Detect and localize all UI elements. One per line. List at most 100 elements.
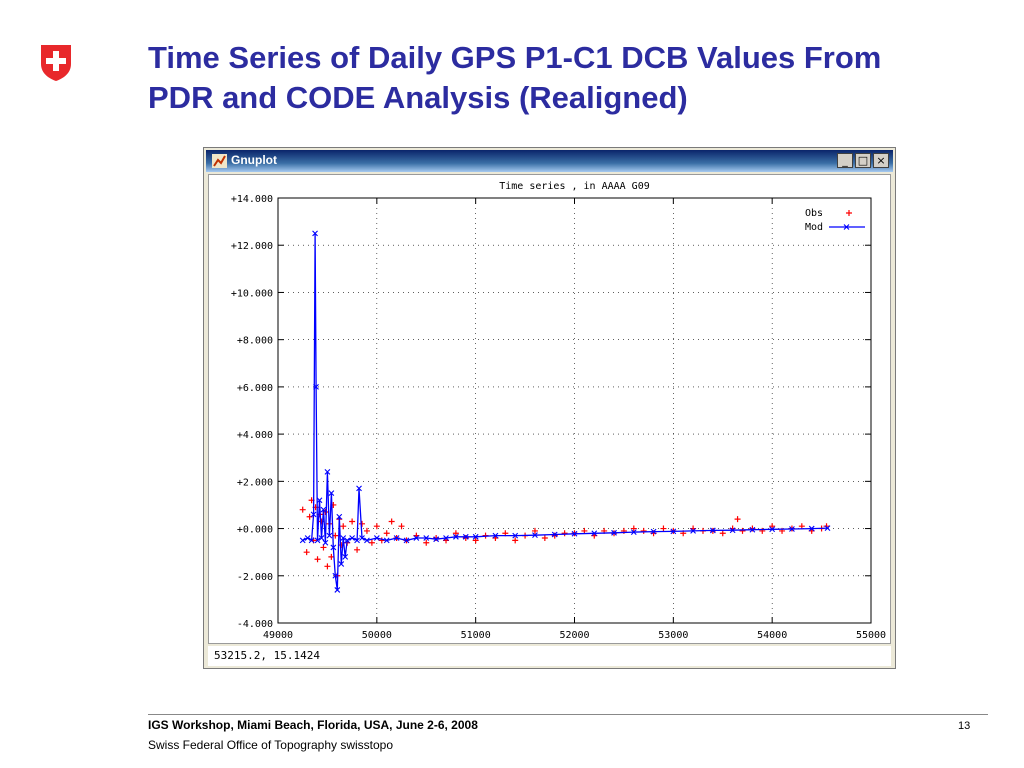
mod-point xyxy=(308,537,315,544)
mod-point xyxy=(313,384,319,390)
y-tick-label: +4.000 xyxy=(237,430,273,441)
plot-frame xyxy=(277,197,872,624)
obs-point xyxy=(630,525,637,532)
obs-point xyxy=(561,530,568,537)
slide-title: Time Series of Daily GPS P1-C1 DCB Value… xyxy=(148,38,998,118)
x-tick-label: 52000 xyxy=(559,630,589,641)
mod-point xyxy=(433,536,440,543)
mod-point xyxy=(344,537,351,544)
y-tick-label: +14.000 xyxy=(231,194,273,205)
chart-title: Time series , in AAAA G09 xyxy=(499,181,650,192)
mod-point xyxy=(326,532,333,539)
mod-point xyxy=(334,587,341,593)
obs-point xyxy=(383,530,390,537)
mod-point xyxy=(312,230,318,237)
y-tick-label: +10.000 xyxy=(231,288,273,299)
obs-point xyxy=(719,530,726,537)
mod-point xyxy=(332,572,339,579)
mod-point xyxy=(512,532,519,539)
mod-point xyxy=(299,537,306,544)
mod-point xyxy=(324,469,331,475)
legend-marker-mod xyxy=(843,224,850,230)
footer-event: IGS Workshop, Miami Beach, Florida, USA,… xyxy=(148,718,478,732)
obs-point xyxy=(340,523,347,530)
gnuplot-window[interactable]: Gnuplot _ □ × 49000 50000 51000 52000 53000 5… xyxy=(203,147,896,669)
obs-point xyxy=(299,506,306,513)
slide-title-line-1: Time Series of Daily GPS P1-C1 DCB Value… xyxy=(148,40,882,75)
x-tick-label: 50000 xyxy=(362,630,392,641)
obs-point xyxy=(472,537,479,544)
mod-point xyxy=(670,528,677,535)
obs-point xyxy=(378,537,385,544)
obs-point xyxy=(452,530,459,537)
obs-point xyxy=(531,527,538,534)
mod-point xyxy=(338,561,345,567)
x-tick-label: 51000 xyxy=(461,630,491,641)
obs-point xyxy=(324,563,331,570)
mod-point xyxy=(690,528,696,534)
plot-area[interactable]: 49000 50000 51000 52000 53000 54000 55000 -4.00… xyxy=(208,174,891,644)
obs-point xyxy=(368,539,375,546)
mod-point xyxy=(383,537,390,544)
y-tick-label: +2.000 xyxy=(237,477,273,488)
minimize-button[interactable]: _ xyxy=(837,153,853,168)
mod-point xyxy=(342,554,349,560)
mod-point xyxy=(789,526,795,532)
mod-point xyxy=(340,535,347,541)
mod-point xyxy=(492,532,499,539)
mod-point xyxy=(403,537,410,544)
mod-point xyxy=(318,535,325,541)
mod-point xyxy=(769,526,776,533)
x-tick-label: 49000 xyxy=(263,630,293,641)
obs-point xyxy=(739,527,746,534)
obs-point xyxy=(660,525,667,532)
mod-point xyxy=(322,539,329,546)
footer-divider xyxy=(148,714,988,715)
y-tick-label: +0.000 xyxy=(237,525,273,536)
obs-point xyxy=(318,518,325,525)
window-titlebar[interactable]: Gnuplot _ □ × xyxy=(206,150,893,172)
gnuplot-icon xyxy=(212,154,227,168)
chart: 49000 50000 51000 52000 53000 54000 55000 -4.00… xyxy=(231,181,886,641)
mod-point xyxy=(359,535,365,541)
mod-point xyxy=(364,537,370,544)
obs-point xyxy=(541,535,548,541)
mod-point xyxy=(551,531,558,538)
obs-point xyxy=(398,523,405,530)
close-button[interactable]: × xyxy=(873,153,889,168)
mod-point xyxy=(330,544,337,551)
obs-point xyxy=(433,535,440,541)
mod-point xyxy=(630,529,637,535)
obs-point xyxy=(354,546,361,553)
x-tick-label: 54000 xyxy=(757,630,787,641)
mod-point xyxy=(462,533,469,540)
obs-point xyxy=(749,525,756,532)
obs-point xyxy=(512,537,519,544)
obs-point xyxy=(363,527,370,534)
obs-point xyxy=(303,549,310,556)
obs-point xyxy=(373,523,380,530)
mod-series-line xyxy=(302,233,828,590)
mod-point xyxy=(824,525,831,531)
x-tick-label: 53000 xyxy=(658,630,688,641)
maximize-button[interactable]: □ xyxy=(855,153,871,168)
page-number: 13 xyxy=(958,720,971,732)
mod-point xyxy=(650,528,657,535)
mod-point xyxy=(423,535,430,541)
mod-point xyxy=(349,535,356,541)
obs-point xyxy=(349,518,356,525)
window-title: Gnuplot xyxy=(231,153,277,167)
mod-point xyxy=(532,532,538,539)
y-tick-label: +6.000 xyxy=(237,383,273,394)
status-coordinates: 53215.2, 15.1424 xyxy=(208,646,891,666)
mod-point xyxy=(443,535,449,541)
obs-point xyxy=(640,527,647,534)
mod-point xyxy=(611,529,617,536)
mod-point xyxy=(328,490,335,497)
obs-point xyxy=(734,516,741,523)
obs-point xyxy=(423,539,430,546)
obs-point xyxy=(359,520,366,527)
mod-point xyxy=(304,535,311,541)
x-tick-label: 55000 xyxy=(856,630,886,641)
mod-point xyxy=(354,537,360,544)
